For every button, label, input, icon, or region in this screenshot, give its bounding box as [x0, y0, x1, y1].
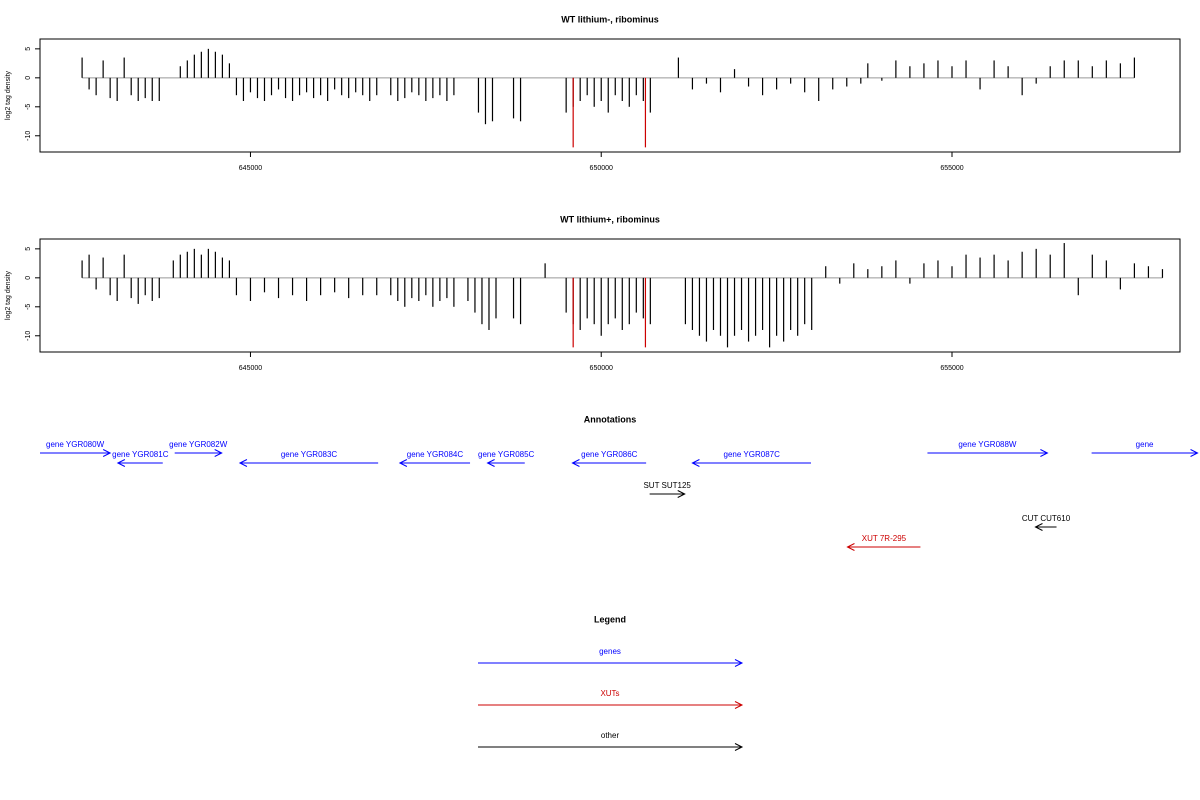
- y-tick-label: -5: [25, 304, 32, 310]
- x-tick-label: 650000: [590, 165, 613, 172]
- y-axis-label: log2 tag density: [5, 70, 12, 120]
- feature-arrow-head: [1040, 449, 1049, 457]
- feature-arrow: [238, 459, 379, 467]
- legend-label: XUTs: [600, 689, 619, 698]
- feature-arrow: [40, 449, 112, 457]
- feature-arrow-head: [1034, 523, 1043, 531]
- feature-arrow-head: [691, 459, 700, 467]
- feature-arrow: [691, 459, 811, 467]
- feature-arrow: [927, 449, 1049, 457]
- legend-label: other: [601, 731, 620, 740]
- chart-title: WT lithium+, ribominus: [560, 214, 660, 224]
- feature-label: gene YGR083C: [281, 450, 338, 459]
- feature-arrow-head: [116, 459, 126, 467]
- feature-arrow-head: [677, 490, 686, 498]
- x-tick-label: 645000: [239, 365, 262, 372]
- legend-arrow: [478, 701, 744, 709]
- feature-arrow: [486, 459, 525, 467]
- y-tick-label: 0: [25, 76, 32, 80]
- y-tick-label: -10: [25, 331, 32, 341]
- feature-arrow: [846, 543, 921, 551]
- y-tick-label: 5: [25, 247, 32, 251]
- feature-label: XUT 7R-295: [862, 534, 907, 543]
- y-tick-label: 5: [25, 47, 32, 51]
- feature-arrow-head: [1190, 449, 1199, 457]
- feature-arrow-head: [238, 459, 248, 467]
- feature-label: gene YGR081C: [112, 450, 169, 459]
- feature-arrow-head: [102, 449, 112, 457]
- feature-arrow: [571, 459, 647, 467]
- annotations-title: Annotations: [584, 414, 637, 424]
- plot-frame: [39, 38, 1181, 153]
- feature-arrow: [1034, 523, 1057, 531]
- legend-arrow-head: [734, 701, 744, 709]
- legend-title: Legend: [594, 614, 626, 624]
- y-axis-label: log2 tag density: [5, 270, 12, 320]
- legend-label: genes: [599, 647, 621, 656]
- feature-arrow: [398, 459, 471, 467]
- feature-arrow: [1091, 449, 1199, 457]
- feature-label: gene YGR085C: [478, 450, 535, 459]
- feature-label: CUT CUT610: [1022, 514, 1071, 523]
- x-tick-label: 645000: [239, 165, 262, 172]
- plot-frame: [39, 238, 1181, 353]
- feature-label: gene YGR082W: [169, 440, 228, 449]
- feature-label: gene: [1136, 440, 1154, 449]
- feature-label: gene YGR088W: [958, 440, 1017, 449]
- feature-label: gene YGR080W: [46, 440, 105, 449]
- feature-label: SUT SUT125: [643, 481, 691, 490]
- feature-arrow-head: [571, 459, 580, 467]
- feature-arrow-head: [846, 543, 855, 551]
- y-tick-label: -10: [25, 131, 32, 141]
- feature-arrow: [649, 490, 686, 498]
- legend-arrow: [478, 659, 744, 667]
- y-tick-label: -5: [25, 104, 32, 110]
- feature-arrow-head: [398, 459, 408, 467]
- x-tick-label: 655000: [940, 165, 963, 172]
- feature-arrow-head: [214, 449, 223, 457]
- legend-arrow-head: [734, 743, 744, 751]
- legend-arrow-head: [734, 659, 744, 667]
- feature-label: gene YGR086C: [581, 450, 638, 459]
- feature-label: gene YGR087C: [724, 450, 781, 459]
- feature-label: gene YGR084C: [407, 450, 464, 459]
- x-tick-label: 655000: [940, 365, 963, 372]
- feature-arrow: [174, 449, 223, 457]
- chart-title: WT lithium-, ribominus: [561, 14, 659, 24]
- x-tick-label: 650000: [590, 365, 613, 372]
- feature-arrow-head: [486, 459, 495, 467]
- y-tick-label: 0: [25, 276, 32, 280]
- legend-arrow: [478, 743, 744, 751]
- feature-arrow: [116, 459, 163, 467]
